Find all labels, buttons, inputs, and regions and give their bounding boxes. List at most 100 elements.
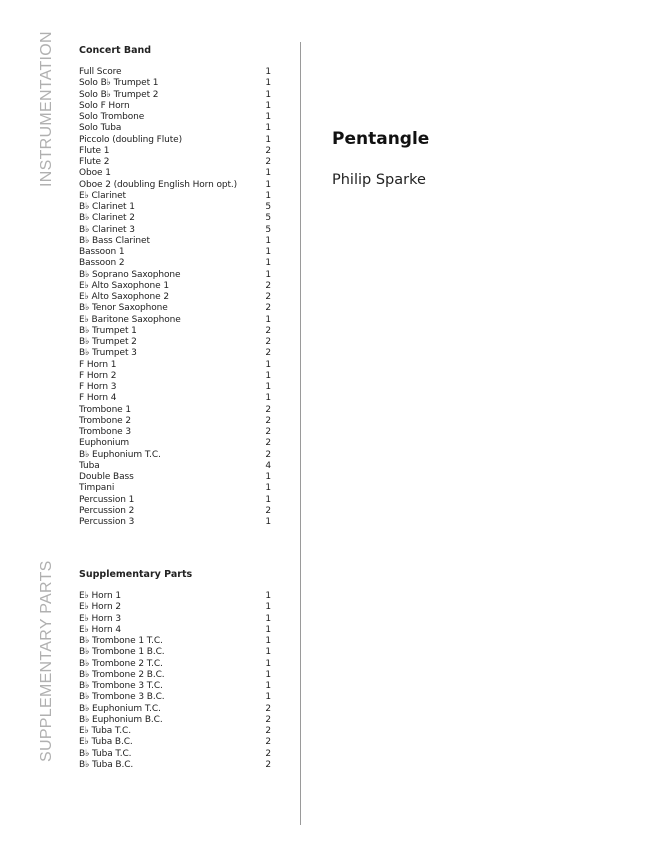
part-quantity: 2	[265, 292, 271, 302]
part-quantity: 1	[265, 370, 271, 381]
part-name: B♭ Trombone 3 B.C.	[79, 692, 165, 703]
part-name: Oboe 2 (doubling English Horn opt.)	[79, 179, 238, 190]
part-name: E♭ Tuba B.C.	[79, 737, 133, 748]
list-item: E♭ Horn 4 1	[79, 625, 271, 636]
part-quantity: 2	[265, 505, 271, 516]
list-item: Solo Trombone 1	[79, 112, 271, 123]
part-quantity: 1	[265, 134, 271, 145]
list-item: Oboe 2 (doubling English Horn opt.) 1	[79, 180, 271, 191]
list-item: B♭ Trumpet 2 2	[79, 337, 271, 348]
list-item: Euphonium 2	[79, 438, 271, 449]
part-quantity: 1	[265, 658, 271, 669]
part-name: F Horn 3	[79, 382, 117, 392]
part-quantity: 1	[265, 190, 271, 201]
part-quantity: 5	[265, 224, 271, 235]
part-quantity: 1	[265, 382, 271, 392]
part-name: Piccolo (doubling Flute)	[79, 134, 182, 145]
part-name: Bassoon 2	[79, 258, 125, 269]
part-quantity: 2	[265, 438, 271, 449]
part-quantity: 2	[265, 748, 271, 759]
list-item: B♭ Clarinet 1 5	[79, 202, 271, 213]
part-name: B♭ Trombone 3 T.C.	[79, 681, 163, 691]
part-name: Percussion 2	[79, 505, 135, 516]
supplementary-section: Supplementary Parts E♭ Horn 1 1 E♭ Horn 2 1…	[79, 569, 271, 771]
part-name: Solo B♭ Trumpet 1	[79, 78, 159, 89]
list-item: Solo B♭ Trumpet 1 1	[79, 78, 271, 89]
part-quantity: 1	[265, 669, 271, 680]
part-quantity: 1	[265, 179, 271, 190]
list-item: B♭ Trombone 1 T.C. 1	[79, 636, 271, 647]
part-quantity: 1	[265, 681, 271, 691]
part-quantity: 2	[265, 337, 271, 347]
part-name: Percussion 3	[79, 517, 135, 527]
part-name: B♭ Trombone 1 T.C.	[79, 636, 163, 646]
part-name: B♭ Euphonium B.C.	[79, 714, 163, 725]
part-name: Solo Tuba	[79, 123, 122, 134]
list-item: E♭ Horn 2 1	[79, 602, 271, 613]
part-quantity: 5	[265, 202, 271, 212]
part-quantity: 1	[265, 100, 271, 111]
part-quantity: 2	[265, 303, 271, 314]
list-item: Flute 1 2	[79, 146, 271, 157]
part-name: B♭ Trombone 1 B.C.	[79, 647, 165, 658]
part-quantity: 2	[265, 157, 271, 167]
instrument-list: Full Score 1 Solo B♭ Trumpet 1 1 Solo B♭ Tru…	[79, 67, 271, 528]
part-name: B♭ Bass Clarinet	[79, 235, 150, 246]
part-name: Solo B♭ Trumpet 2	[79, 89, 159, 100]
part-quantity: 1	[265, 393, 271, 404]
composer-name: Philip Sparke	[332, 172, 426, 188]
list-item: B♭ Euphonium T.C. 2	[79, 450, 271, 461]
part-name: B♭ Clarinet 3	[79, 224, 135, 235]
part-quantity: 1	[265, 78, 271, 89]
part-quantity: 1	[265, 472, 271, 482]
list-item: E♭ Clarinet 1	[79, 191, 271, 202]
part-quantity: 2	[265, 449, 271, 460]
part-name: B♭ Trumpet 3	[79, 348, 137, 359]
part-name: Timpani	[79, 483, 115, 494]
part-name: B♭ Tuba T.C.	[79, 748, 132, 759]
list-item: Percussion 3 1	[79, 517, 271, 528]
list-item: Trombone 1 2	[79, 405, 271, 416]
part-quantity: 2	[265, 280, 271, 291]
list-item: B♭ Soprano Saxophone 1	[79, 270, 271, 281]
part-name: E♭ Horn 3	[79, 613, 121, 624]
section-heading: Concert Band	[79, 45, 152, 56]
part-name: F Horn 1	[79, 359, 117, 370]
part-quantity: 1	[265, 89, 271, 100]
part-quantity: 1	[265, 636, 271, 646]
part-quantity: 2	[265, 726, 271, 736]
part-name: Solo Trombone	[79, 112, 145, 122]
part-quantity: 1	[265, 67, 271, 77]
part-quantity: 2	[265, 714, 271, 725]
list-item: E♭ Tuba T.C. 2	[79, 726, 271, 737]
list-item: F Horn 2 1	[79, 371, 271, 382]
part-name: Full Score	[79, 67, 122, 77]
list-item: Solo B♭ Trumpet 2 1	[79, 90, 271, 101]
list-item: Oboe 1 1	[79, 168, 271, 179]
part-quantity: 1	[265, 494, 271, 505]
part-quantity: 4	[265, 460, 271, 471]
part-name: Flute 2	[79, 157, 110, 167]
part-name: Tuba	[79, 460, 100, 471]
list-item: Piccolo (doubling Flute) 1	[79, 135, 271, 146]
part-name: B♭ Clarinet 2	[79, 213, 135, 224]
list-item: B♭ Tuba B.C. 2	[79, 760, 271, 771]
part-quantity: 2	[265, 759, 271, 770]
part-name: Oboe 1	[79, 168, 111, 179]
list-item: B♭ Tenor Saxophone 2	[79, 303, 271, 314]
part-name: Percussion 1	[79, 494, 135, 505]
piece-title: Pentangle	[332, 129, 430, 149]
part-name: B♭ Trombone 2 B.C.	[79, 669, 165, 680]
list-item: Flute 2 2	[79, 157, 271, 168]
part-name: E♭ Horn 4	[79, 624, 121, 635]
part-quantity: 1	[265, 613, 271, 624]
list-item: B♭ Tuba T.C. 2	[79, 749, 271, 760]
part-quantity: 2	[265, 703, 271, 714]
part-quantity: 5	[265, 213, 271, 224]
part-quantity: 1	[265, 123, 271, 134]
list-item: Tuba 4	[79, 461, 271, 472]
part-quantity: 1	[265, 247, 271, 257]
part-quantity: 2	[265, 348, 271, 359]
list-item: E♭ Alto Saxophone 1 2	[79, 281, 271, 292]
part-name: Euphonium	[79, 438, 130, 449]
